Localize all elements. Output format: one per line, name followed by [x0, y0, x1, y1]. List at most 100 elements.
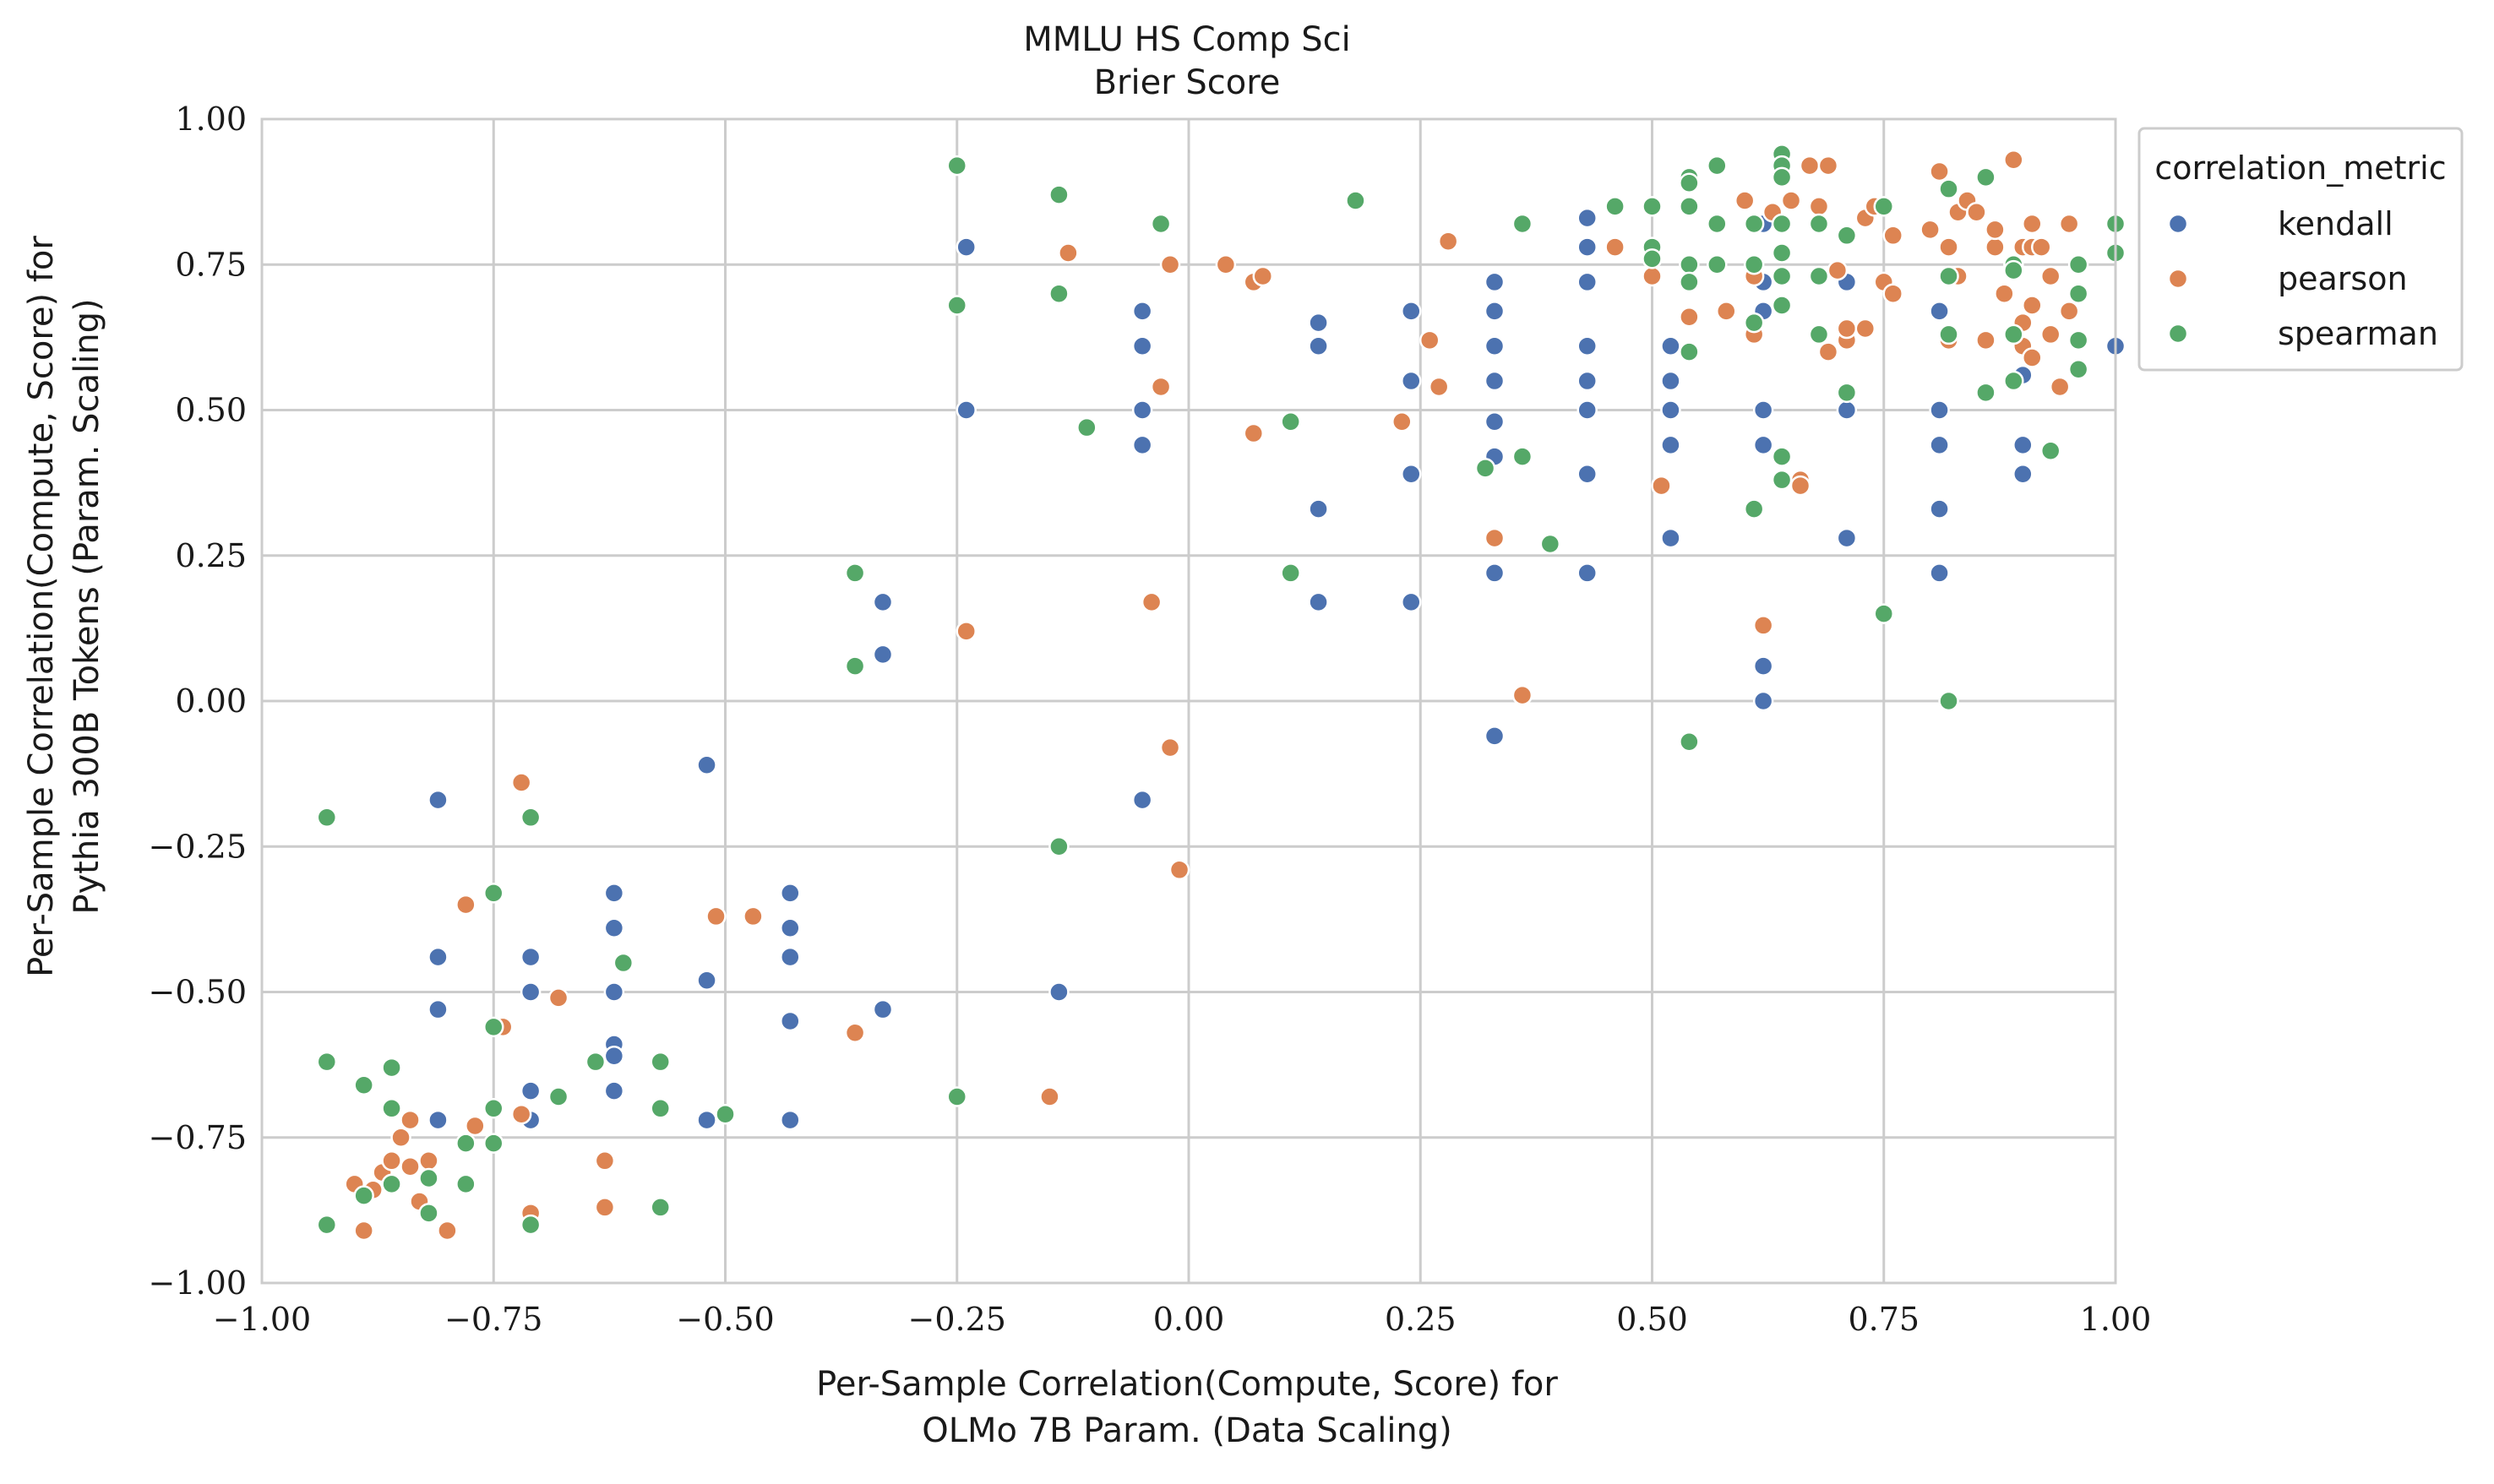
kendall-point — [520, 981, 542, 1003]
spearman-point — [1938, 178, 1959, 199]
pearson-point — [1938, 236, 1959, 258]
kendall-point — [603, 883, 625, 904]
kendall-point — [2012, 434, 2034, 456]
y-tick-label: 0.75 — [175, 246, 247, 283]
spearman-point — [2067, 359, 2089, 380]
kendall-point — [1308, 335, 1329, 356]
kendall-point — [1131, 434, 1153, 456]
spearman-point — [520, 1214, 542, 1236]
spearman-point — [1280, 563, 1301, 584]
spearman-point — [1679, 731, 1700, 753]
spearman-point — [455, 1133, 476, 1154]
legend-marker-pearson — [2167, 268, 2189, 290]
pearson-point — [1716, 301, 1737, 322]
spearman-point — [520, 807, 542, 829]
kendall-point — [1308, 312, 1329, 334]
kendall-point — [1576, 207, 1598, 229]
pearson-point — [2049, 376, 2071, 398]
kendall-point — [1836, 400, 1858, 421]
kendall-point — [1576, 563, 1598, 584]
y-tick-label: 0.50 — [175, 392, 247, 429]
pearson-point — [844, 1022, 866, 1043]
spearman-point — [1975, 166, 1996, 188]
spearman-point — [1873, 603, 1894, 624]
spearman-point — [483, 1133, 504, 1154]
kendall-point — [780, 883, 801, 904]
spearman-point — [1150, 213, 1172, 235]
spearman-point — [650, 1051, 671, 1073]
pearson-point — [743, 905, 764, 927]
y-tick-label: −1.00 — [149, 1264, 247, 1302]
pearson-point — [1252, 265, 1274, 287]
kendall-point — [696, 1109, 717, 1131]
spearman-point — [1771, 469, 1793, 491]
spearman-point — [1707, 254, 1728, 275]
spearman-point — [2067, 254, 2089, 275]
pearson-point — [1419, 329, 1440, 351]
spearman-point — [1836, 225, 1858, 247]
spearman-point — [455, 1173, 476, 1195]
pearson-point — [1150, 376, 1172, 398]
data-points — [316, 144, 2126, 1242]
pearson-point — [1679, 307, 1700, 328]
pearson-point — [2058, 301, 2080, 322]
spearman-point — [1679, 271, 1700, 293]
pearson-point — [1882, 225, 1903, 247]
pearson-point — [1789, 475, 1811, 497]
spearman-point — [946, 1086, 967, 1107]
pearson-point — [455, 894, 476, 916]
pearson-point — [1817, 155, 1839, 177]
spearman-point — [381, 1173, 402, 1195]
pearson-point — [1975, 329, 1996, 351]
spearman-point — [1604, 196, 1625, 217]
spearman-point — [547, 1086, 569, 1107]
pearson-point — [1920, 219, 1941, 241]
legend-label-kendall: kendall — [2278, 205, 2393, 242]
spearman-point — [1679, 196, 1700, 217]
kendall-point — [427, 998, 449, 1020]
kendall-point — [1752, 434, 1774, 456]
kendall-point — [1484, 370, 1506, 392]
kendall-point — [780, 1010, 801, 1032]
spearman-point — [946, 155, 967, 177]
spearman-point — [1511, 446, 1533, 467]
spearman-point — [483, 883, 504, 904]
y-tick-label: −0.25 — [149, 828, 247, 865]
pearson-point — [1799, 155, 1821, 177]
kendall-point — [1131, 335, 1153, 356]
spearman-point — [1771, 166, 1793, 188]
kendall-point — [1401, 370, 1422, 392]
x-axis-label-line-1: Per-Sample Correlation(Compute, Score) f… — [816, 1365, 1558, 1404]
pearson-point — [1391, 411, 1413, 432]
kendall-point — [872, 591, 894, 613]
kendall-point — [872, 998, 894, 1020]
kendall-point — [1752, 400, 1774, 421]
y-tick-label: 0.25 — [175, 537, 247, 574]
kendall-point — [696, 754, 717, 776]
spearman-point — [1938, 690, 1959, 712]
kendall-point — [1660, 370, 1681, 392]
pearson-point — [1141, 591, 1163, 613]
pearson-point — [1437, 231, 1459, 252]
pearson-point — [1511, 684, 1533, 706]
kendall-point — [520, 946, 542, 968]
pearson-point — [510, 1103, 532, 1125]
kendall-point — [1484, 726, 1506, 747]
spearman-point — [1511, 213, 1533, 235]
x-tick-label: −0.50 — [676, 1301, 774, 1338]
spearman-point — [418, 1167, 439, 1189]
pearson-point — [1734, 190, 1756, 211]
kendall-point — [1752, 690, 1774, 712]
kendall-point — [1576, 271, 1598, 293]
kendall-point — [1576, 464, 1598, 485]
pearson-point — [465, 1115, 486, 1137]
y-tick-label: 0.00 — [175, 682, 247, 720]
y-tick-labels: −1.00 −0.75 −0.50 −0.25 0.00 0.25 0.50 0.75 1.00 — [149, 101, 247, 1302]
kendall-point — [1401, 591, 1422, 613]
y-axis-label-line-2: Pythia 300B Tokens (Param. Scaling) — [68, 298, 106, 914]
kendall-point — [872, 644, 894, 666]
kendall-point — [2012, 464, 2034, 485]
spearman-point — [1048, 184, 1070, 205]
